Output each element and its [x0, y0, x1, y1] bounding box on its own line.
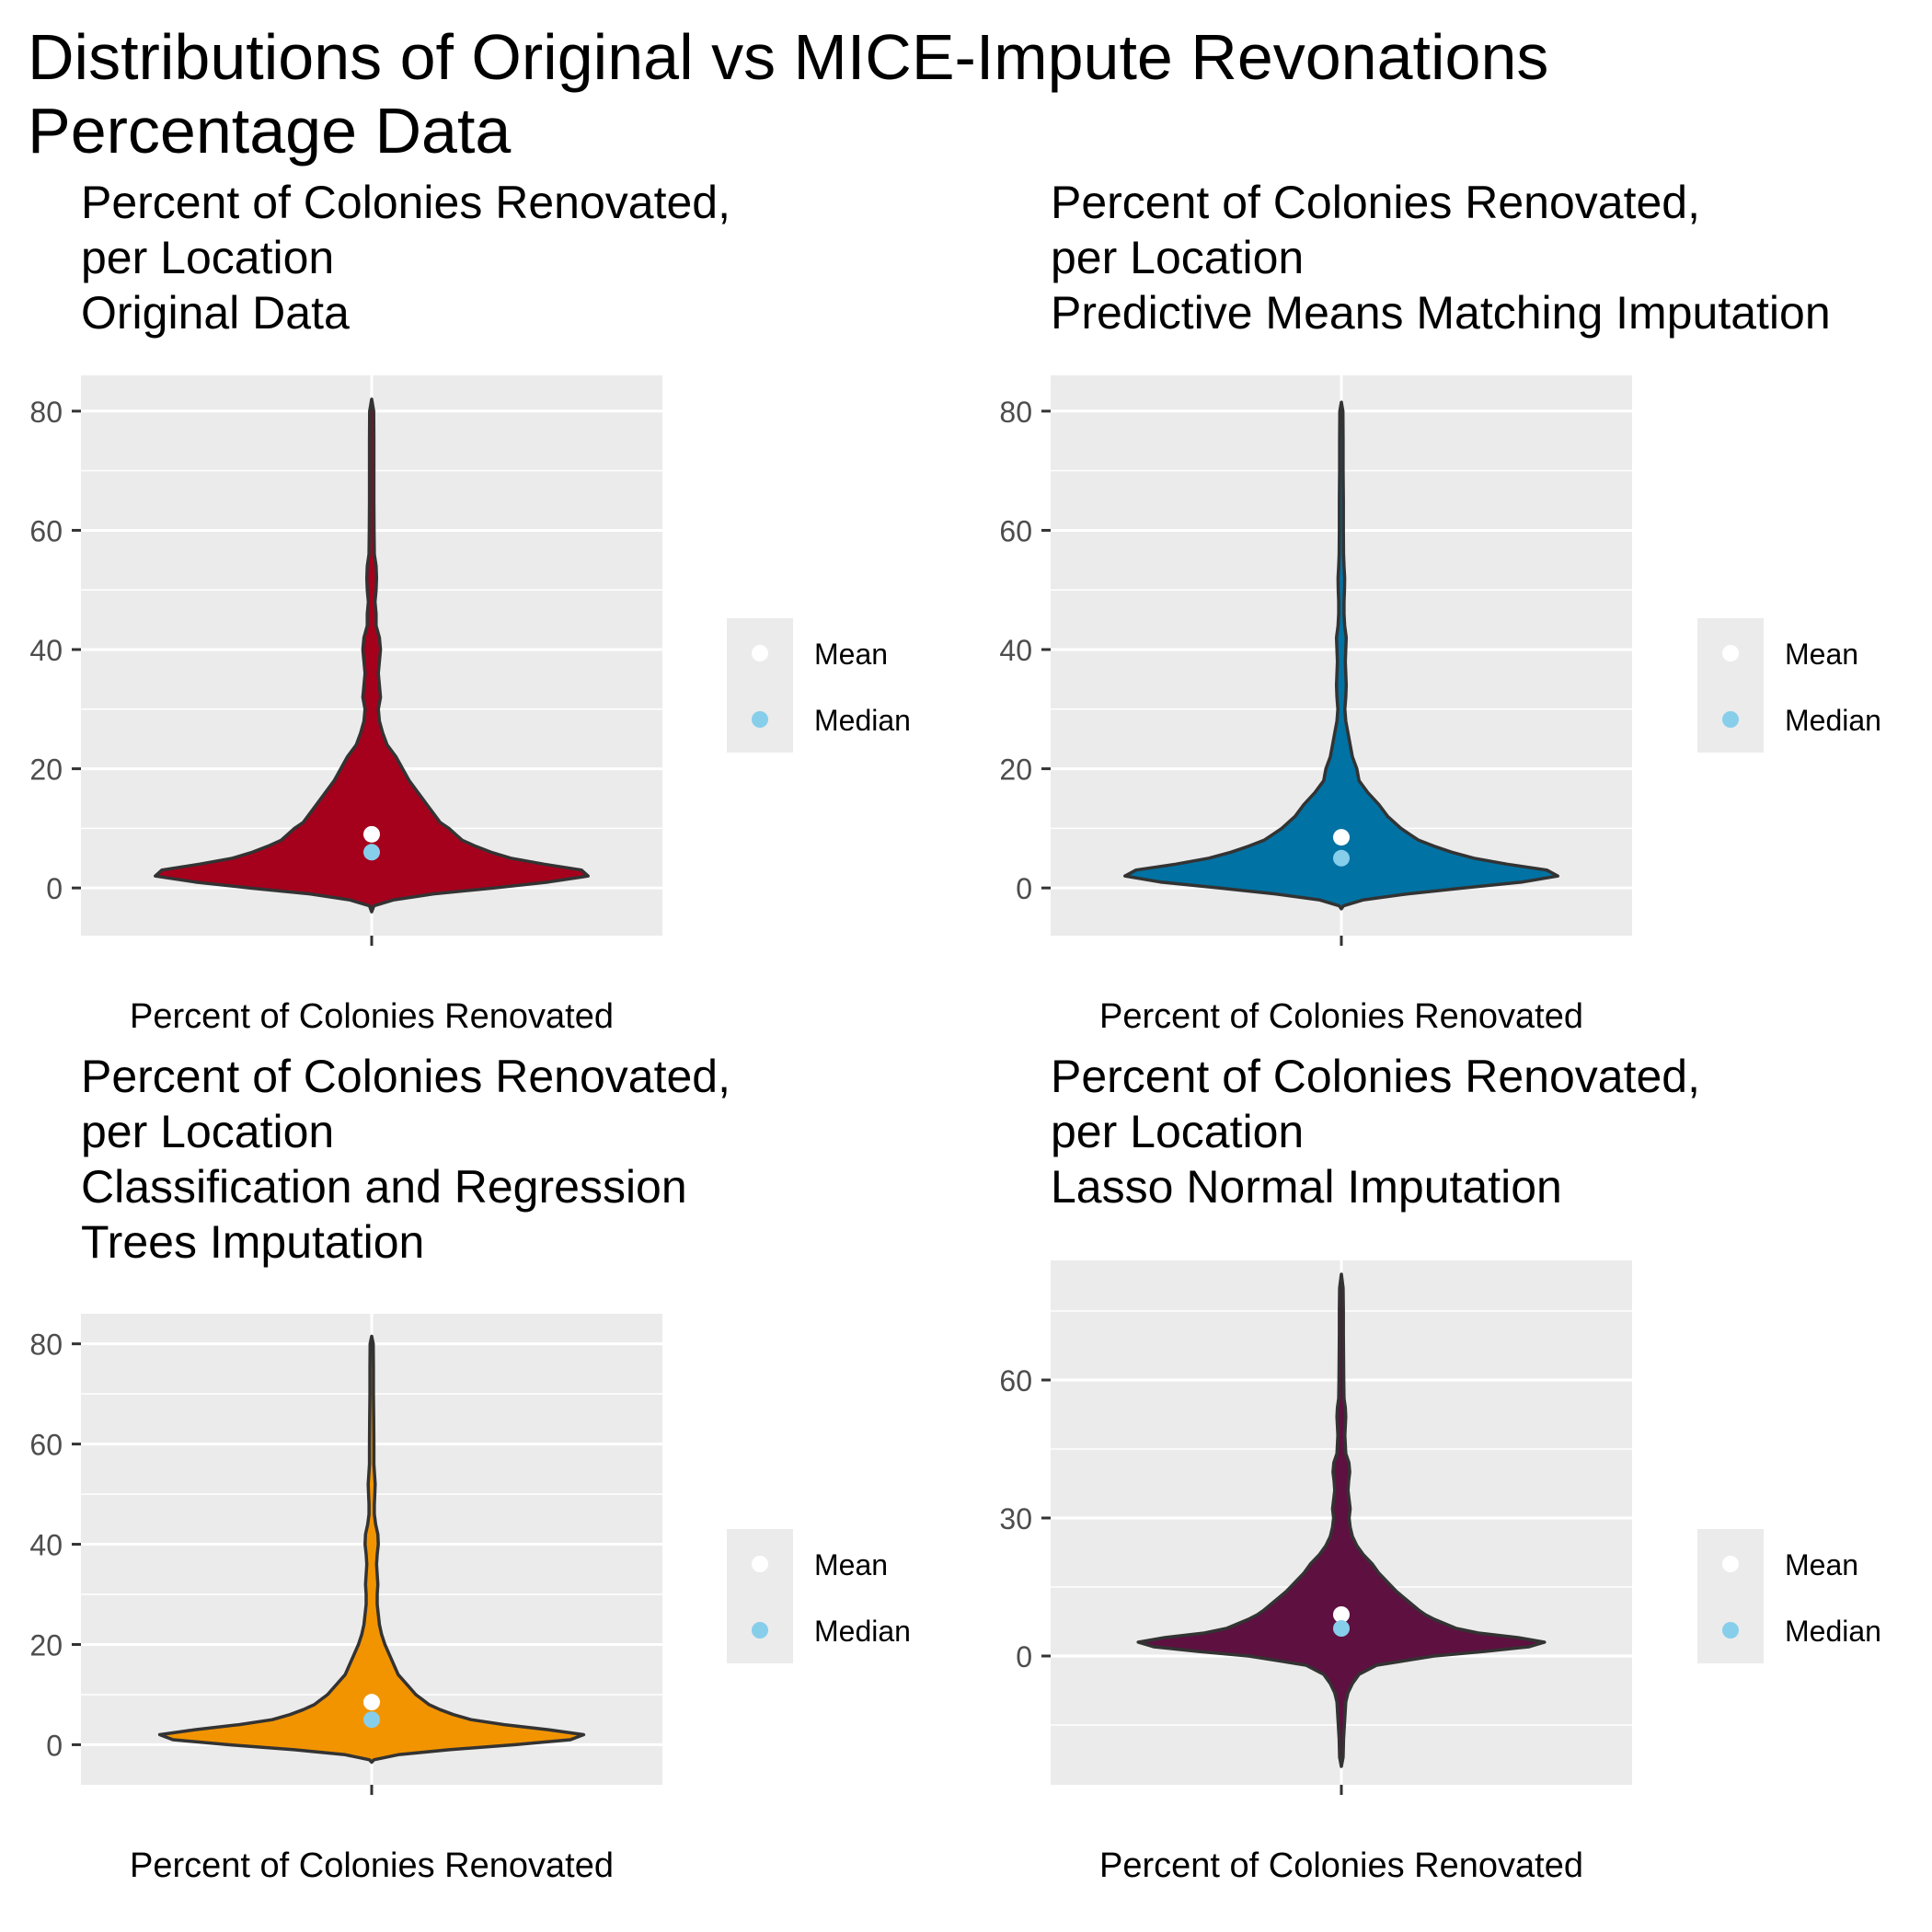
chart-title-line: Classification and Regression: [81, 1161, 687, 1213]
legend: Mean Median: [1697, 618, 1881, 753]
legend-median-label: Median: [1785, 1615, 1881, 1648]
violin-shape: [157, 1334, 586, 1765]
legend-mean-label: Mean: [1785, 1548, 1858, 1581]
legend: Mean Median: [727, 618, 911, 753]
violin-shape: [154, 397, 590, 914]
chart-title-line: Predictive Means Matching Imputation: [1051, 287, 1831, 339]
y-tick-label: 0: [46, 1729, 63, 1762]
legend-background: [1697, 618, 1764, 753]
y-tick-label: 80: [999, 396, 1032, 429]
median-point: [363, 844, 380, 861]
legend-median-label: Median: [814, 1615, 911, 1648]
figure-title-line-2: Percentage Data: [28, 95, 512, 167]
y-tick-label: 40: [999, 634, 1032, 667]
legend-background: [727, 1529, 793, 1663]
legend-mean-key: [752, 645, 768, 661]
figure-title: Distributions of Original vs MICE-Impute…: [28, 20, 1904, 167]
legend: Mean Median: [1697, 1529, 1881, 1663]
chart-title-line: Percent of Colonies Renovated,: [1051, 177, 1700, 228]
y-tick-label: 60: [29, 514, 63, 547]
chart-title-line: Percent of Colonies Renovated,: [1051, 1051, 1700, 1102]
legend-median-label: Median: [1785, 704, 1881, 737]
y-tick-label: 60: [999, 514, 1032, 547]
y-tick-label: 80: [29, 1328, 63, 1362]
x-axis-label: Percent of Colonies Renovated: [130, 1846, 614, 1885]
legend-mean-label: Mean: [1785, 638, 1858, 671]
y-tick-label: 30: [999, 1502, 1032, 1535]
legend-background: [727, 618, 793, 753]
y-tick-label: 20: [29, 1628, 63, 1662]
violin-shape: [1123, 400, 1559, 911]
legend-mean-label: Mean: [814, 1548, 888, 1581]
y-tick-label: 20: [29, 753, 63, 787]
y-tick-label: 80: [29, 396, 63, 429]
legend-mean-key: [1722, 1556, 1739, 1572]
figure-title-line-1: Distributions of Original vs MICE-Impute…: [28, 21, 1549, 93]
y-tick-label: 20: [999, 753, 1032, 787]
chart-panel-2: Percent of Colonies Renovated,per Locati…: [999, 177, 1881, 1036]
chart-panel-4: Percent of Colonies Renovated,per Locati…: [999, 1051, 1881, 1885]
y-tick-label: 0: [1016, 872, 1032, 905]
y-tick-label: 40: [29, 1529, 63, 1562]
y-tick-label: 40: [29, 634, 63, 667]
mean-point: [1333, 1606, 1350, 1623]
y-tick-label: 60: [999, 1364, 1032, 1397]
legend-mean-label: Mean: [814, 638, 888, 671]
chart-panel-3: Percent of Colonies Renovated,per Locati…: [29, 1051, 911, 1885]
mean-point: [363, 825, 380, 843]
chart-title-line: per Location: [81, 1106, 334, 1157]
median-point: [1333, 849, 1350, 867]
chart-title-line: Lasso Normal Imputation: [1051, 1161, 1562, 1213]
x-axis-label: Percent of Colonies Renovated: [1099, 997, 1583, 1036]
chart-title-line: per Location: [81, 232, 334, 283]
legend-mean-key: [752, 1556, 768, 1572]
legend: Mean Median: [727, 1529, 911, 1663]
legend-median-key: [752, 711, 768, 728]
chart-title-line: Trees Imputation: [81, 1216, 424, 1268]
median-point: [363, 1711, 380, 1729]
y-tick-label: 0: [1016, 1640, 1032, 1673]
chart-title-line: Percent of Colonies Renovated,: [81, 1051, 730, 1102]
y-tick-label: 60: [29, 1429, 63, 1462]
legend-mean-key: [1722, 645, 1739, 661]
chart-title-line: Percent of Colonies Renovated,: [81, 177, 730, 228]
x-axis-label: Percent of Colonies Renovated: [130, 997, 614, 1036]
legend-median-key: [1722, 1622, 1739, 1639]
chart-panel-1: Percent of Colonies Renovated,per Locati…: [29, 177, 911, 1036]
legend-median-label: Median: [814, 704, 911, 737]
legend-median-key: [752, 1622, 768, 1639]
y-tick-label: 0: [46, 872, 63, 905]
mean-point: [1333, 829, 1350, 846]
chart-title-line: per Location: [1051, 1106, 1304, 1157]
chart-title-line: per Location: [1051, 232, 1304, 283]
legend-background: [1697, 1529, 1764, 1663]
legend-median-key: [1722, 711, 1739, 728]
chart-title-line: Original Data: [81, 287, 350, 339]
median-point: [1333, 1620, 1350, 1637]
mean-point: [363, 1694, 380, 1711]
violin-shape: [1136, 1272, 1547, 1768]
x-axis-label: Percent of Colonies Renovated: [1099, 1846, 1583, 1885]
